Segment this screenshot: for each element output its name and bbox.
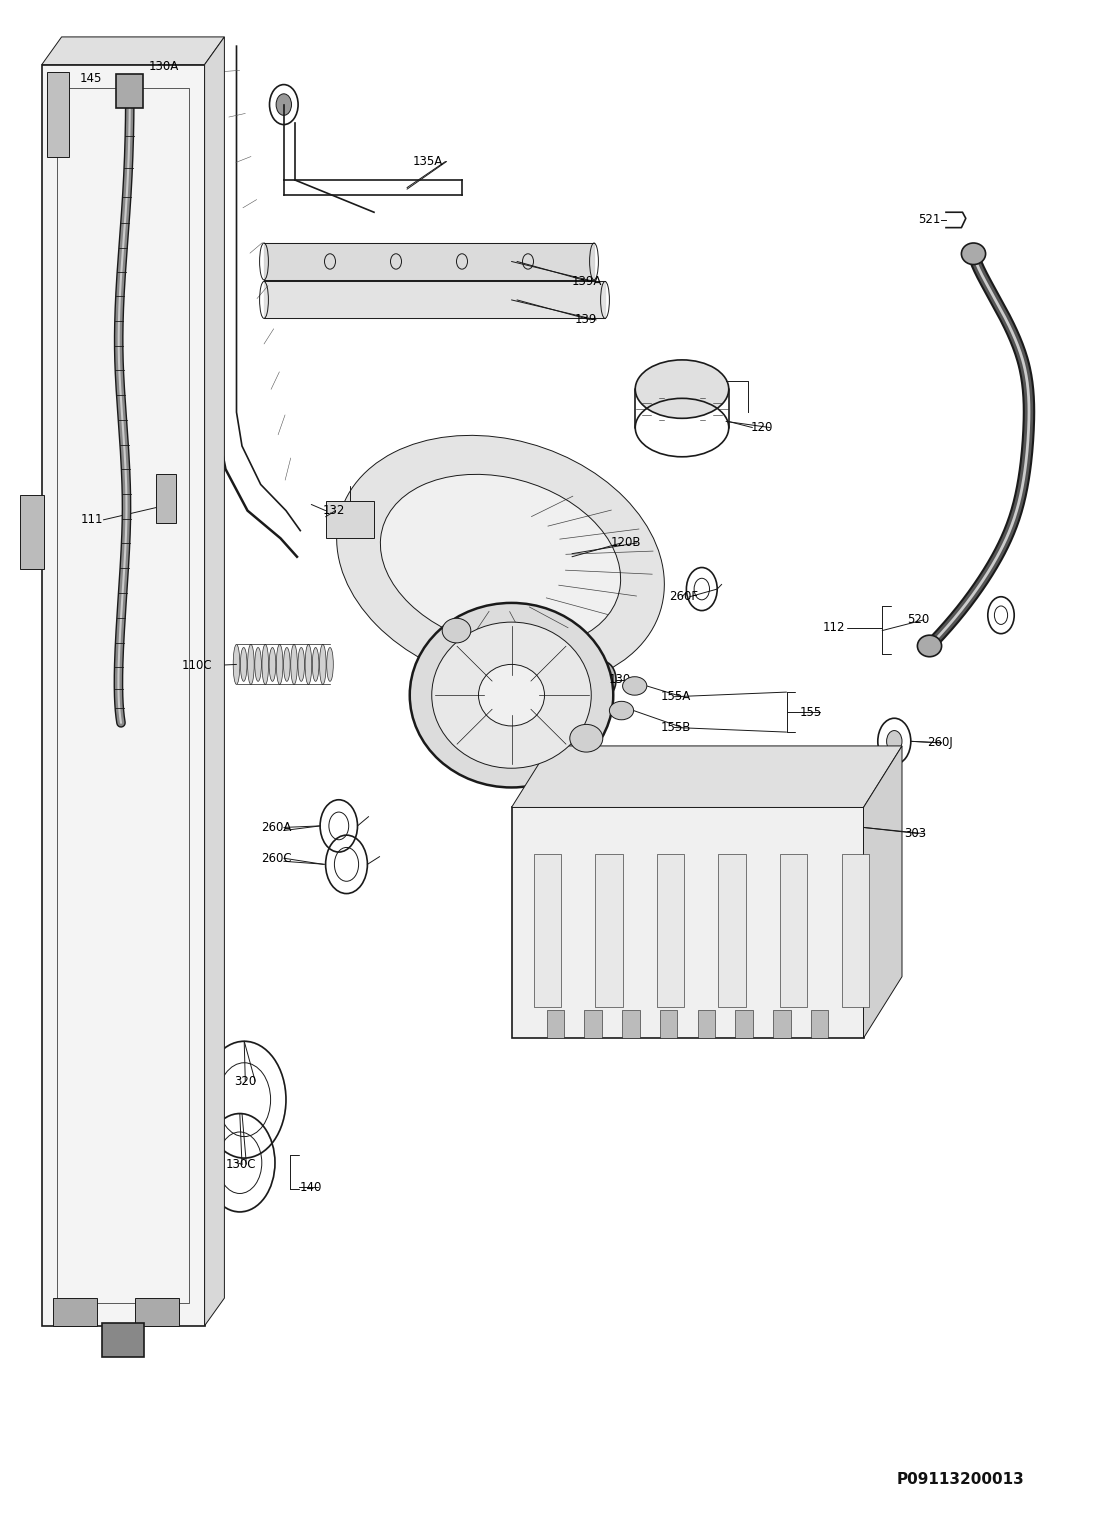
Text: 155B: 155B (661, 721, 692, 734)
Ellipse shape (298, 647, 305, 681)
Bar (116, 74, 143, 108)
Ellipse shape (233, 644, 240, 684)
Circle shape (811, 949, 828, 974)
Ellipse shape (917, 635, 942, 657)
Text: 110C: 110C (182, 660, 212, 672)
Bar (547, 1010, 564, 1038)
Text: 303: 303 (904, 827, 926, 840)
Circle shape (276, 94, 292, 115)
Circle shape (590, 661, 616, 698)
Polygon shape (864, 746, 902, 1038)
Circle shape (605, 949, 623, 974)
Text: 155A: 155A (661, 691, 692, 703)
Text: 139A: 139A (572, 275, 603, 288)
Text: 120: 120 (750, 421, 772, 434)
Text: 120B: 120B (610, 537, 641, 549)
Bar (102, 1323, 144, 1357)
Bar (326, 501, 374, 538)
Text: 520: 520 (908, 614, 930, 626)
Polygon shape (42, 65, 205, 1326)
Ellipse shape (290, 644, 297, 684)
Text: 260F: 260F (669, 591, 697, 603)
Ellipse shape (442, 618, 471, 643)
Ellipse shape (248, 644, 254, 684)
Ellipse shape (319, 644, 326, 684)
Ellipse shape (241, 647, 248, 681)
Text: 521: 521 (918, 214, 940, 226)
Ellipse shape (961, 243, 986, 265)
Text: 130A: 130A (148, 60, 178, 72)
Bar (811, 1010, 828, 1038)
Ellipse shape (337, 435, 664, 687)
Polygon shape (512, 746, 902, 807)
Ellipse shape (636, 360, 728, 418)
Ellipse shape (305, 644, 311, 684)
Ellipse shape (431, 621, 592, 767)
Circle shape (741, 949, 759, 974)
Ellipse shape (284, 647, 290, 681)
Polygon shape (42, 37, 224, 65)
Text: 155: 155 (800, 706, 822, 718)
Bar (657, 854, 684, 1007)
Bar (623, 1010, 640, 1038)
Ellipse shape (409, 603, 614, 787)
Polygon shape (512, 807, 864, 1038)
Bar (584, 1010, 602, 1038)
Bar (135, 1298, 179, 1326)
Ellipse shape (609, 701, 634, 720)
Ellipse shape (570, 724, 603, 752)
Ellipse shape (276, 644, 283, 684)
Bar (156, 474, 176, 523)
Ellipse shape (478, 664, 544, 726)
Ellipse shape (623, 677, 647, 695)
Bar (57, 88, 189, 1303)
Bar (53, 1298, 97, 1326)
Text: 130C: 130C (226, 1158, 256, 1170)
Text: 139: 139 (574, 314, 596, 326)
Bar (780, 854, 807, 1007)
Bar (660, 1010, 678, 1038)
Circle shape (887, 731, 902, 752)
Circle shape (536, 949, 553, 974)
Text: 260C: 260C (261, 852, 292, 864)
Bar (697, 1010, 715, 1038)
Ellipse shape (327, 647, 333, 681)
Text: 140: 140 (299, 1181, 321, 1193)
Ellipse shape (381, 474, 620, 649)
Bar (20, 495, 44, 569)
Bar (534, 854, 561, 1007)
Bar (595, 854, 623, 1007)
Circle shape (673, 949, 691, 974)
Ellipse shape (262, 644, 268, 684)
Text: 260J: 260J (927, 737, 953, 749)
Text: 145: 145 (79, 72, 101, 85)
Polygon shape (205, 37, 224, 1326)
Ellipse shape (312, 647, 319, 681)
Text: 111: 111 (80, 514, 102, 526)
Bar (718, 854, 746, 1007)
Text: 135A: 135A (412, 155, 442, 168)
Text: 112: 112 (823, 621, 845, 634)
Text: 130: 130 (608, 674, 630, 686)
Text: 132: 132 (322, 504, 344, 517)
Text: P09113200013: P09113200013 (896, 1472, 1024, 1487)
Bar (842, 854, 869, 1007)
Bar (47, 72, 69, 157)
Text: 260A: 260A (261, 821, 292, 834)
Ellipse shape (255, 647, 262, 681)
Ellipse shape (270, 647, 276, 681)
Text: 320: 320 (234, 1075, 256, 1087)
Bar (735, 1010, 752, 1038)
Bar (773, 1010, 791, 1038)
